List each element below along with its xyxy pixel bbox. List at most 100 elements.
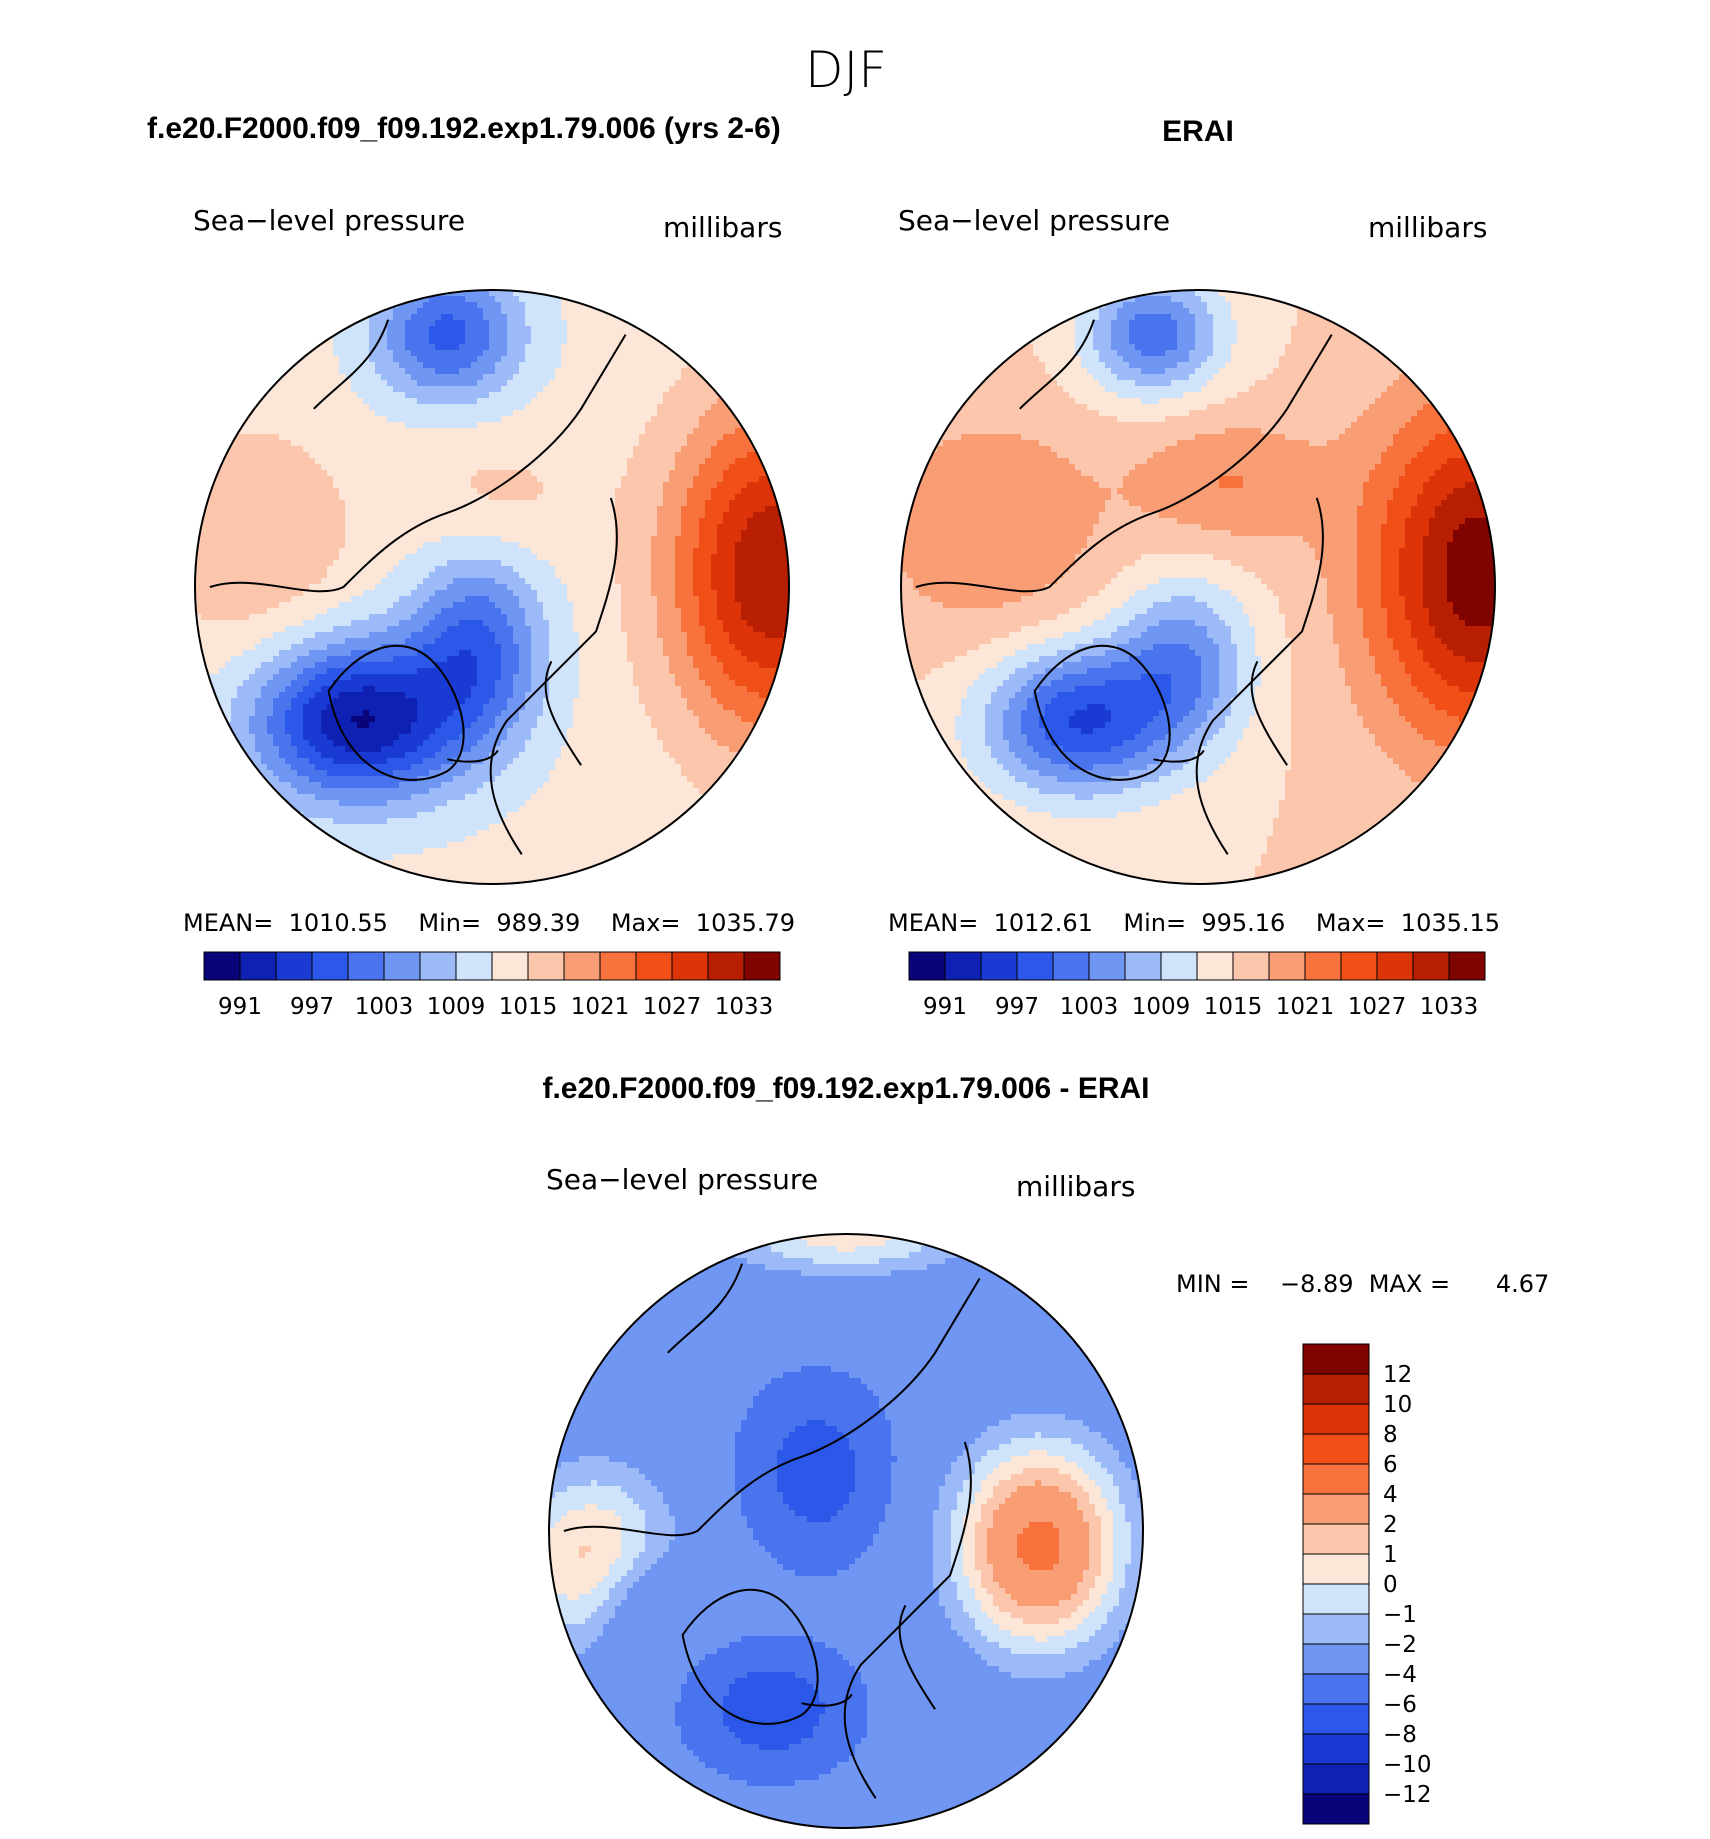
coastline [1019, 319, 1095, 410]
coastline [489, 497, 618, 855]
colorbar-tick-label: 991 [218, 994, 262, 1020]
panel-title: ERAI [1162, 115, 1234, 148]
map-border [900, 289, 1496, 885]
colorbar-tick-label: −6 [1383, 1692, 1417, 1718]
colorbar-box [1304, 951, 1342, 981]
colorbar-box [1340, 951, 1378, 981]
colorbar-box [1302, 1673, 1370, 1705]
panel-title: f.e20.F2000.f09_f09.192.exp1.79.006 - ER… [542, 1072, 1149, 1105]
colorbar-tick-label: 1003 [1060, 994, 1119, 1020]
colorbar-box [1196, 951, 1234, 981]
coastline [327, 644, 465, 781]
colorbar-box [1376, 951, 1414, 981]
coastline [544, 660, 582, 766]
coastline [1153, 749, 1205, 763]
colorbar-tick-label: −8 [1383, 1722, 1417, 1748]
colorbar-box [908, 951, 946, 981]
right-string: millibars [663, 211, 782, 244]
coastline [801, 1693, 853, 1707]
colorbar-box [1302, 1583, 1370, 1615]
colorbar-box [1232, 951, 1270, 981]
colorbar-box [707, 951, 745, 981]
coastline [563, 1277, 981, 1537]
colorbar-box [1412, 951, 1450, 981]
colorbar-box [563, 951, 601, 981]
left-string: Sea−level pressure [898, 204, 1170, 237]
colorbar-box [1302, 1793, 1370, 1825]
colorbar-box [1016, 951, 1054, 981]
colorbar-box [1448, 951, 1486, 981]
panel-title: f.e20.F2000.f09_f09.192.exp1.79.006 (yrs… [147, 112, 781, 145]
colorbar-box [1302, 1733, 1370, 1765]
colorbar-box [944, 951, 982, 981]
colorbar-box [1088, 951, 1126, 981]
colorbar-tick-label: −12 [1383, 1782, 1432, 1808]
colorbar-box [980, 951, 1018, 981]
coastline [209, 334, 627, 593]
right-string: millibars [1016, 1170, 1135, 1203]
colorbar-box [239, 951, 277, 981]
coastline [898, 1604, 936, 1710]
colorbar-tick-label: 1 [1383, 1542, 1398, 1568]
colorbar-tick-label: 1033 [715, 994, 774, 1020]
colorbar-box [1302, 1463, 1370, 1495]
colorbar-box [311, 951, 349, 981]
right-string: millibars [1368, 211, 1487, 244]
colorbar-tick-label: 1009 [427, 994, 486, 1020]
coastline [1195, 497, 1324, 855]
colorbar-box [743, 951, 781, 981]
colorbar-box [1268, 951, 1306, 981]
colorbar-tick-label: 1015 [1204, 994, 1263, 1020]
coastline [1250, 660, 1288, 766]
colorbar-box [1302, 1643, 1370, 1675]
colorbar-tick-label: 997 [290, 994, 334, 1020]
colorbar-box [1302, 1343, 1370, 1375]
stats-text: MEAN= 1012.61 Min= 995.16 Max= 1035.15 [888, 909, 1500, 937]
stats-text: MIN = −8.89 MAX = 4.67 [1176, 1270, 1549, 1298]
figure-title: DJF [805, 41, 887, 99]
colorbar-box [203, 951, 241, 981]
polar-map [549, 1234, 1143, 1828]
colorbar-box [347, 951, 385, 981]
colorbar-box [275, 951, 313, 981]
colorbar-tick-label: 10 [1383, 1392, 1412, 1418]
colorbar-tick-label: 991 [923, 994, 967, 1020]
colorbar-tick-label: −1 [1383, 1602, 1417, 1628]
left-string: Sea−level pressure [546, 1163, 818, 1196]
colorbar-tick-label: 6 [1383, 1452, 1398, 1478]
colorbar-box [491, 951, 529, 981]
colorbar-box [527, 951, 565, 981]
colorbar-tick-label: 8 [1383, 1422, 1398, 1448]
colorbar-box [1302, 1613, 1370, 1645]
colorbar-box [671, 951, 709, 981]
colorbar: 991 997 1003 1009 1015 1021 1027 1033 [908, 951, 1486, 1020]
polar-map [195, 290, 789, 884]
colorbar-tick-label: 997 [995, 994, 1039, 1020]
colorbar-box [1302, 1373, 1370, 1405]
coastline [313, 319, 390, 410]
coastline [681, 1588, 819, 1725]
colorbar-box [1302, 1553, 1370, 1585]
panel-erai: ERAI Sea−level pressure millibars MEAN= … [888, 115, 1500, 1020]
coastline [1033, 644, 1171, 781]
colorbar-tick-label: 0 [1383, 1572, 1398, 1598]
colorbar-box [1124, 951, 1162, 981]
coastline [915, 334, 1333, 593]
colorbar-box [1302, 1763, 1370, 1795]
map-border [548, 1233, 1144, 1829]
colorbar-box [419, 951, 457, 981]
coastline [843, 1441, 972, 1799]
colorbar-tick-label: −4 [1383, 1662, 1417, 1688]
left-string: Sea−level pressure [193, 204, 465, 237]
colorbar-tick-label: 4 [1383, 1482, 1398, 1508]
colorbar-tick-label: 1021 [1276, 994, 1335, 1020]
panel-difference: f.e20.F2000.f09_f09.192.exp1.79.006 - ER… [542, 1072, 1549, 1829]
map-border [194, 289, 790, 885]
colorbar-tick-label: 2 [1383, 1512, 1398, 1538]
stats-text: MEAN= 1010.55 Min= 989.39 Max= 1035.79 [183, 909, 795, 937]
coastline [447, 749, 499, 763]
colorbar-box [383, 951, 421, 981]
colorbar-tick-label: 12 [1383, 1362, 1412, 1388]
